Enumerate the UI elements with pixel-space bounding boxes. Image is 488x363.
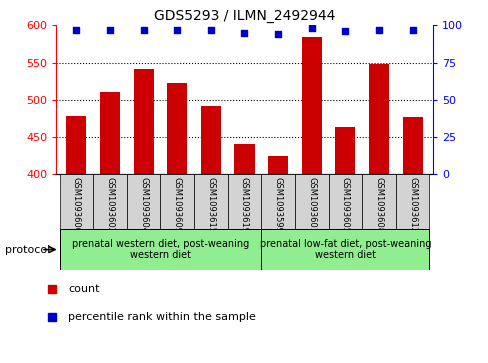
Bar bbox=[301, 37, 321, 363]
Point bbox=[274, 32, 282, 37]
Bar bbox=[100, 92, 120, 363]
Text: prenatal western diet, post-weaning
western diet: prenatal western diet, post-weaning west… bbox=[72, 239, 248, 260]
Text: GSM1093612: GSM1093612 bbox=[407, 177, 416, 233]
Bar bbox=[402, 117, 422, 363]
Text: GSM1093609: GSM1093609 bbox=[172, 177, 182, 233]
Bar bbox=[201, 106, 221, 363]
Bar bbox=[93, 174, 126, 229]
Point bbox=[72, 27, 80, 33]
Bar bbox=[126, 174, 160, 229]
Text: GSM1093619: GSM1093619 bbox=[240, 177, 248, 233]
Bar bbox=[368, 64, 388, 363]
Text: count: count bbox=[68, 284, 100, 294]
Bar bbox=[362, 174, 395, 229]
Title: GDS5293 / ILMN_2492944: GDS5293 / ILMN_2492944 bbox=[154, 9, 334, 23]
Text: GSM1093604: GSM1093604 bbox=[139, 177, 148, 233]
Bar bbox=[66, 116, 86, 363]
Bar bbox=[294, 174, 328, 229]
Bar bbox=[160, 174, 194, 229]
Bar bbox=[227, 174, 261, 229]
Text: GSM1093601: GSM1093601 bbox=[306, 177, 316, 233]
Bar bbox=[167, 83, 187, 363]
Bar bbox=[335, 127, 355, 363]
Bar bbox=[60, 174, 93, 229]
Bar bbox=[267, 156, 287, 363]
Text: GSM1093608: GSM1093608 bbox=[374, 177, 383, 233]
Point bbox=[240, 30, 248, 36]
Text: GSM1093605: GSM1093605 bbox=[340, 177, 349, 233]
Text: protocol: protocol bbox=[5, 245, 50, 254]
Point bbox=[206, 27, 214, 33]
Bar bbox=[328, 174, 362, 229]
Point bbox=[374, 27, 382, 33]
Point bbox=[307, 25, 315, 31]
Point bbox=[173, 27, 181, 33]
Bar bbox=[133, 69, 153, 363]
Text: GSM1093602: GSM1093602 bbox=[105, 177, 114, 233]
Text: GSM1093615: GSM1093615 bbox=[206, 177, 215, 233]
Bar bbox=[234, 144, 254, 363]
Point bbox=[106, 27, 114, 33]
Point bbox=[341, 28, 348, 34]
Point bbox=[140, 27, 147, 33]
Text: GSM1093600: GSM1093600 bbox=[72, 177, 81, 233]
Point bbox=[408, 27, 416, 33]
Text: GSM1093599: GSM1093599 bbox=[273, 177, 282, 233]
Text: percentile rank within the sample: percentile rank within the sample bbox=[68, 313, 256, 322]
Bar bbox=[60, 229, 261, 270]
Bar bbox=[261, 229, 428, 270]
Text: prenatal low-fat diet, post-weaning
western diet: prenatal low-fat diet, post-weaning west… bbox=[259, 239, 430, 260]
Bar bbox=[261, 174, 294, 229]
Bar bbox=[194, 174, 227, 229]
Bar bbox=[395, 174, 428, 229]
